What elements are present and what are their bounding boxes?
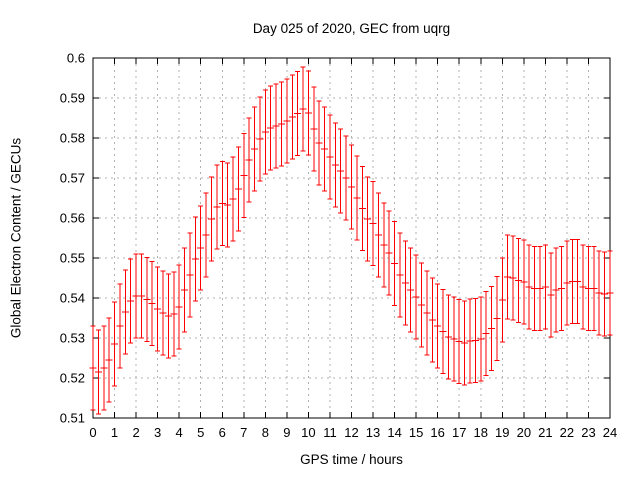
svg-text:16: 16 [430, 425, 444, 440]
svg-text:20: 20 [517, 425, 531, 440]
svg-text:0.59: 0.59 [60, 91, 85, 106]
svg-text:5: 5 [197, 425, 204, 440]
svg-text:8: 8 [262, 425, 269, 440]
svg-text:21: 21 [538, 425, 552, 440]
svg-text:1: 1 [111, 425, 118, 440]
svg-text:0.56: 0.56 [60, 211, 85, 226]
svg-text:6: 6 [219, 425, 226, 440]
svg-text:2: 2 [132, 425, 139, 440]
svg-text:0: 0 [89, 425, 96, 440]
svg-text:12: 12 [344, 425, 358, 440]
svg-text:23: 23 [581, 425, 595, 440]
chart-title: Day 025 of 2020, GEC from uqrg [252, 21, 451, 36]
svg-text:15: 15 [409, 425, 423, 440]
svg-text:3: 3 [154, 425, 161, 440]
svg-text:10: 10 [301, 425, 315, 440]
svg-text:0.51: 0.51 [60, 411, 85, 426]
svg-text:0.58: 0.58 [60, 131, 85, 146]
svg-text:7: 7 [240, 425, 247, 440]
x-axis-title: GPS time / hours [300, 452, 403, 467]
svg-text:0.52: 0.52 [60, 371, 85, 386]
svg-text:9: 9 [283, 425, 290, 440]
svg-text:19: 19 [495, 425, 509, 440]
svg-text:14: 14 [387, 425, 401, 440]
svg-text:0.6: 0.6 [67, 51, 85, 66]
svg-text:22: 22 [560, 425, 574, 440]
svg-text:0.53: 0.53 [60, 331, 85, 346]
svg-text:0.54: 0.54 [60, 291, 85, 306]
svg-text:24: 24 [603, 425, 617, 440]
svg-text:11: 11 [323, 425, 337, 440]
svg-text:4: 4 [176, 425, 183, 440]
svg-text:18: 18 [474, 425, 488, 440]
svg-text:0.57: 0.57 [60, 171, 85, 186]
svg-text:0.55: 0.55 [60, 251, 85, 266]
svg-text:17: 17 [452, 425, 466, 440]
svg-text:13: 13 [366, 425, 380, 440]
